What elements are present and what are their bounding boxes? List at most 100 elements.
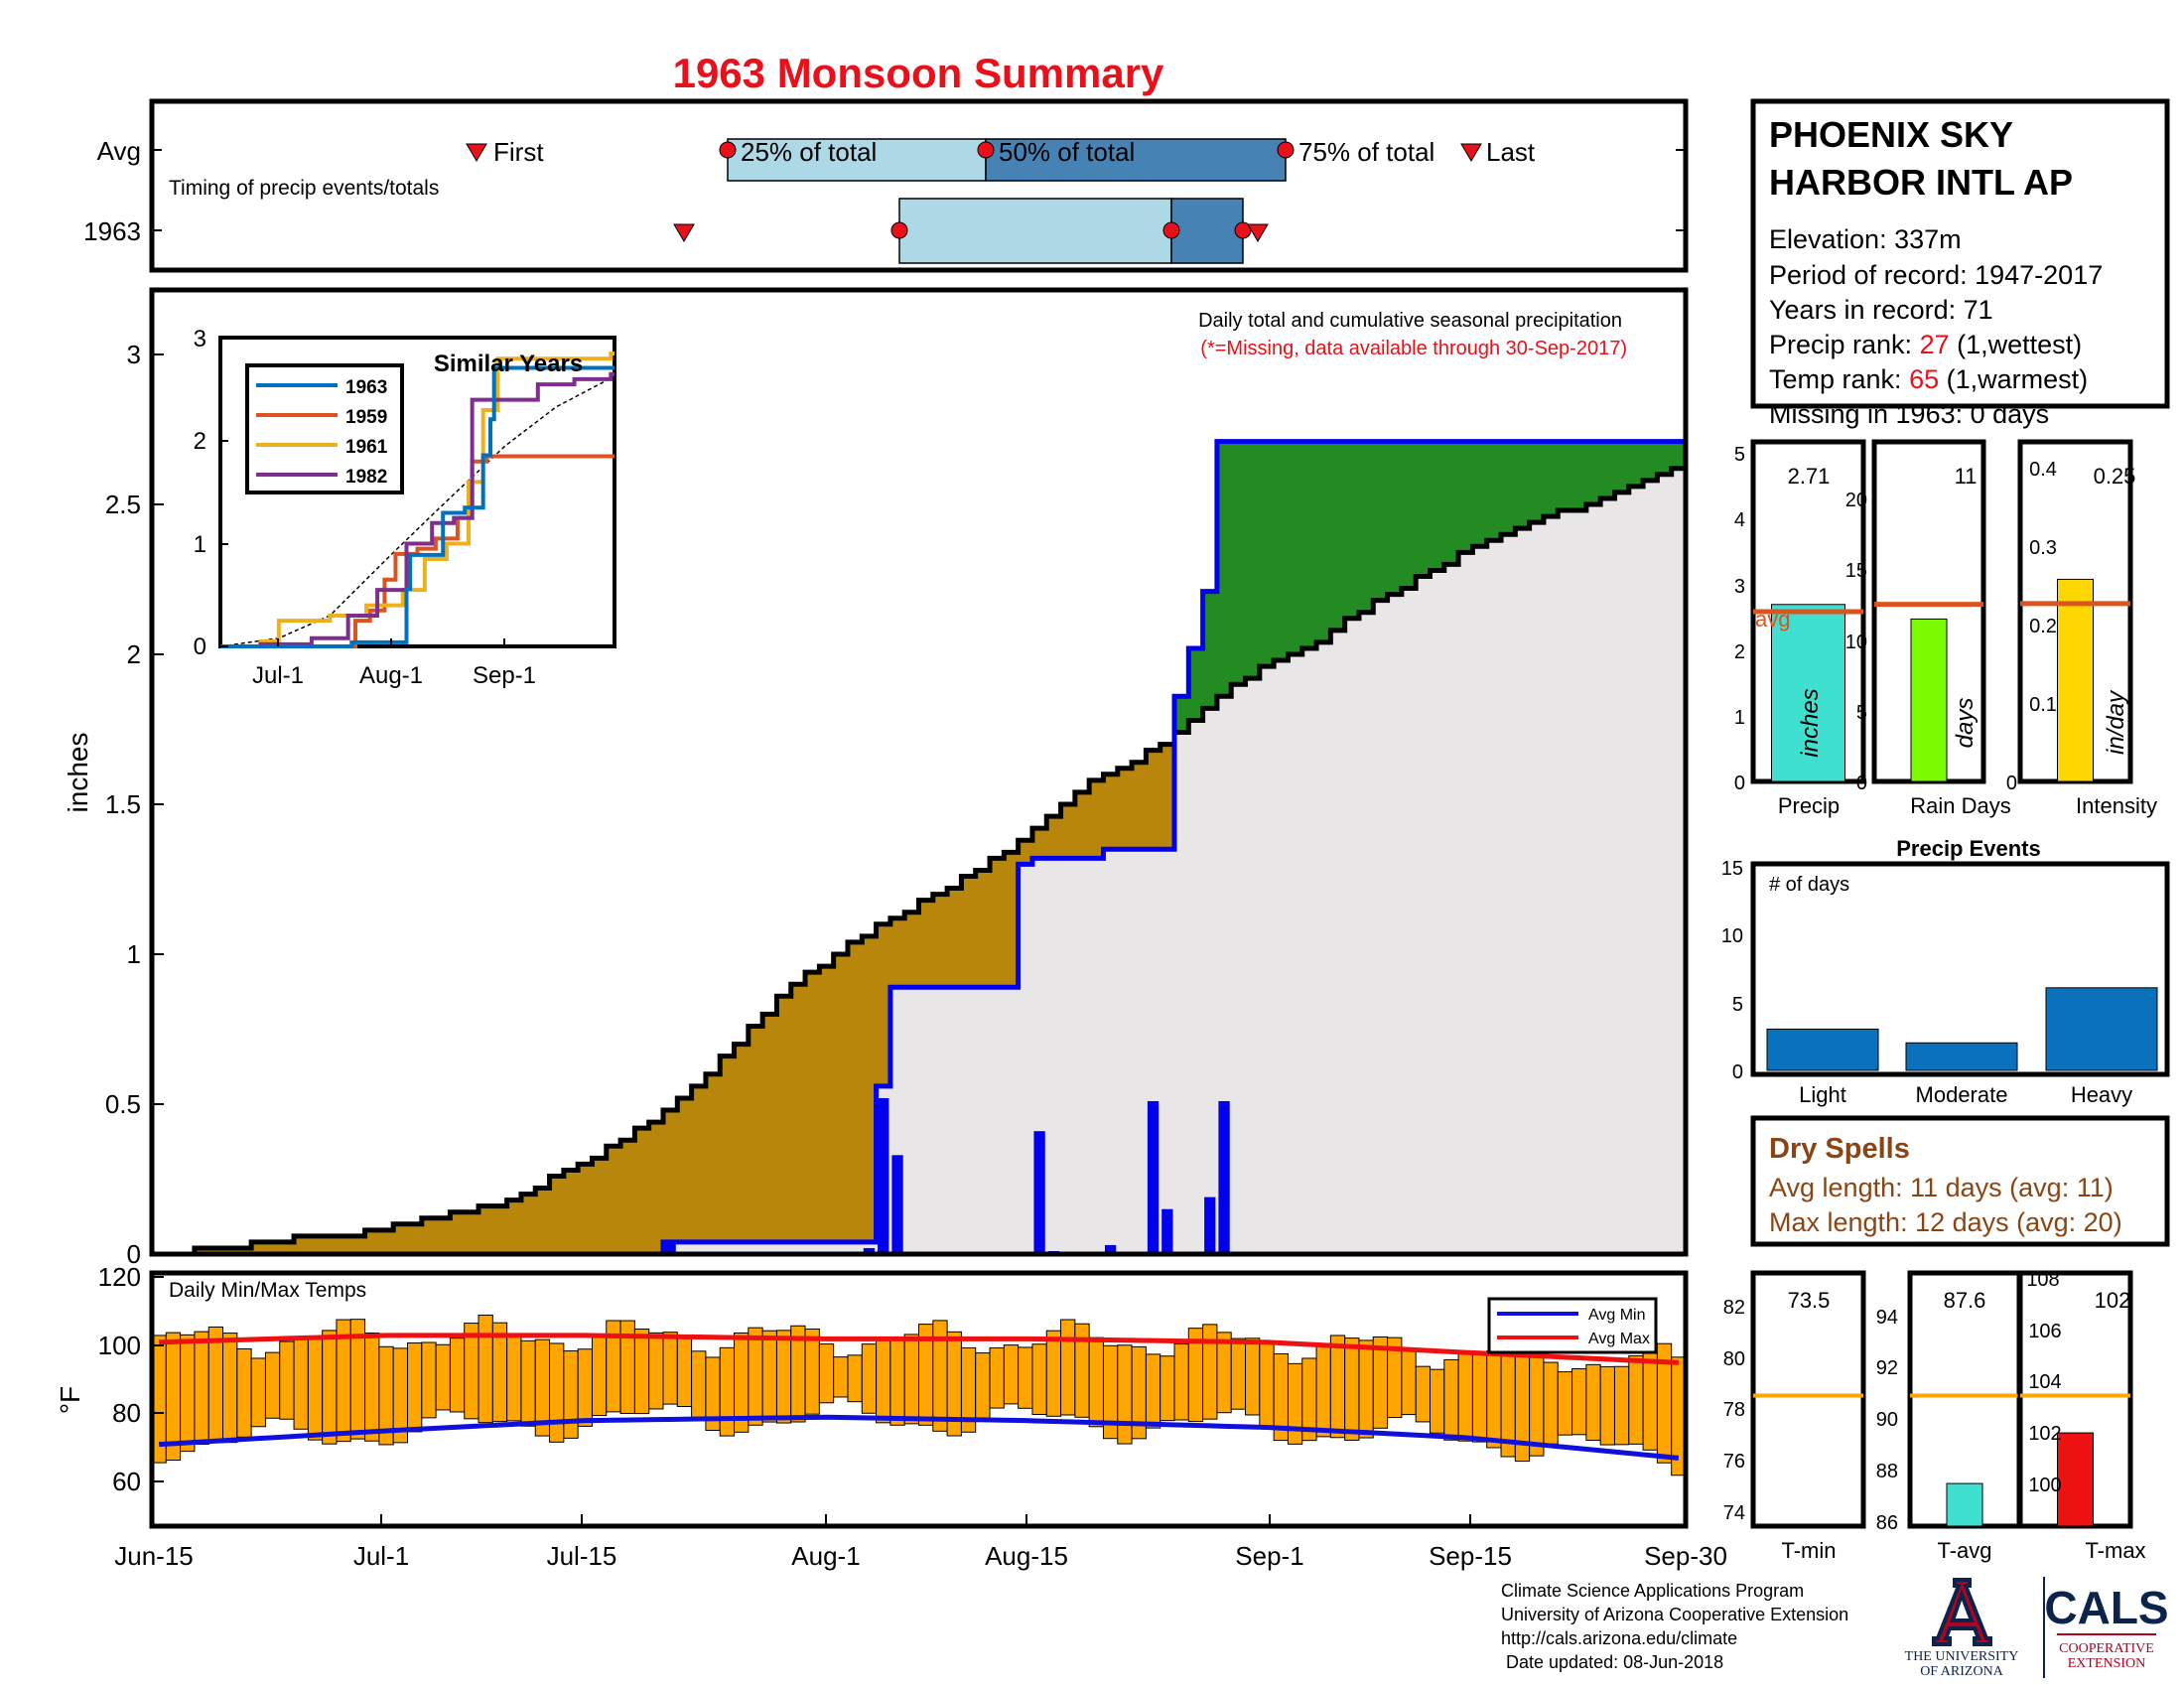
temp-range-bar [506, 1335, 522, 1422]
temp-range-bar [1401, 1349, 1417, 1416]
temp-legend: Avg Min Avg Max [1487, 1297, 1658, 1354]
temp-range-bar [222, 1333, 238, 1444]
inset-y-tick-1: 1 [194, 531, 206, 558]
precip-tick-5: 5 [1734, 444, 1745, 466]
avg-75pct-label: 75% of total [1298, 137, 1434, 167]
intensity-tick-0.3: 0.3 [2029, 537, 2057, 559]
x-tick-jul15: Jul-15 [547, 1541, 617, 1571]
daily-precip-bar [1204, 1196, 1216, 1254]
events-cat-light: Light [1799, 1082, 1846, 1107]
temp-range-bar [250, 1357, 266, 1428]
temp-plot-label: Daily Min/Max Temps [169, 1279, 366, 1302]
footer-line2: University of Arizona Cooperative Extens… [1501, 1605, 1848, 1624]
ua-block-a-icon [1932, 1578, 1992, 1646]
tavg-tick-90: 90 [1876, 1409, 1898, 1431]
tmax-value: 102 [2095, 1288, 2131, 1313]
rain-days-tick-15: 15 [1845, 560, 1867, 582]
station-elevation: Elevation: 337m [1769, 224, 1962, 254]
event-bars [1766, 987, 2158, 1071]
temp-range-bar [1344, 1337, 1360, 1441]
precip-stat-label: Precip [1778, 793, 1840, 818]
avg-last-label: Last [1486, 137, 1536, 167]
tavg-tick-92: 92 [1876, 1357, 1898, 1379]
inset-line-1961 [220, 352, 614, 648]
temp-y-tick-120: 120 [98, 1262, 141, 1292]
daily-precip-bar [891, 1155, 903, 1254]
intensity-unit: in/day [2103, 689, 2129, 755]
y-tick-2: 2 [127, 639, 141, 669]
temp-range-bar [1003, 1344, 1020, 1405]
precip-tick-3: 3 [1734, 576, 1745, 598]
intensity-tick-0.1: 0.1 [2029, 694, 2057, 716]
rain-days-tick-20: 20 [1845, 490, 1867, 511]
inset-x-tick-aug1: Aug-1 [359, 662, 423, 689]
footer-line1: Climate Science Applications Program [1501, 1581, 1804, 1601]
inset-title: Similar Years [434, 351, 583, 377]
cals-sub2: EXTENSION [2068, 1656, 2146, 1671]
inset-legend: 1963 1959 1961 1982 [245, 363, 404, 494]
main-plot-frame [149, 287, 1689, 1257]
temp-range-bar [1457, 1350, 1473, 1442]
temp-range-bar [1145, 1353, 1161, 1429]
year-last-marker [1247, 223, 1269, 242]
temp-range-bar [1173, 1343, 1189, 1421]
precip-stat-panel: avg 2.71 inches Precip 0 1 2 3 4 5 [1734, 439, 1866, 818]
avg-50pct-marker [977, 141, 995, 159]
temp-range-bar [1117, 1344, 1133, 1445]
missing-days: Missing in 1963: 0 days [1769, 399, 2049, 429]
temp-range-bar [989, 1346, 1005, 1409]
precip-tick-2: 2 [1734, 641, 1745, 663]
temp-range-bar [264, 1351, 281, 1419]
legend-1959: 1959 [345, 407, 387, 428]
inset-y-tick-2: 2 [194, 428, 206, 455]
temp-range-bar [1088, 1336, 1104, 1428]
temp-plot-frame [149, 1270, 1689, 1529]
precip-events-panel: Precip Events # of days 0 5 10 15 Light … [1721, 836, 2170, 1107]
temp-range-bar [1060, 1319, 1076, 1416]
temp-range-bar [1216, 1332, 1232, 1414]
temp-rank-value: 65 [1909, 364, 1939, 394]
inset-x-tick-sep1: Sep-1 [473, 662, 536, 689]
timing-avg-row-label: Avg [97, 136, 141, 166]
avg-50pct-label: 50% of total [999, 137, 1135, 167]
x-tick-aug15: Aug-15 [985, 1541, 1068, 1571]
events-tick-10: 10 [1721, 925, 1743, 947]
temp-range-bar [1557, 1371, 1573, 1436]
footer-credits: Climate Science Applications Program Uni… [1501, 1581, 1848, 1672]
avg-cumulative-under-fill [152, 468, 1686, 1254]
temp-range-bar [1529, 1344, 1545, 1457]
temp-range-bar [748, 1327, 763, 1426]
temp-y-tick-100: 100 [98, 1331, 141, 1360]
rain-days-tick-5: 5 [1856, 702, 1867, 724]
legend-1961: 1961 [345, 437, 388, 458]
missing-note: (*=Missing, data available through 30-Se… [1200, 338, 1627, 359]
events-tick-15: 15 [1721, 858, 1743, 880]
x-tick-jun15: Jun-15 [114, 1541, 194, 1571]
tmin-tick-76: 76 [1723, 1451, 1745, 1473]
events-title: Precip Events [1896, 836, 2041, 861]
tavg-tick-94: 94 [1876, 1307, 1898, 1329]
legend-1982: 1982 [345, 467, 387, 488]
tavg-value: 87.6 [1944, 1288, 1986, 1313]
timing-panel: Avg 1963 Timing of precip events/totals … [83, 98, 1689, 273]
tmax-tick-100: 100 [2028, 1475, 2061, 1496]
temp-y-tick-60: 60 [112, 1467, 141, 1496]
y-tick-3: 3 [127, 340, 141, 369]
temp-range-bar [691, 1350, 707, 1419]
inset-x-tick-jul1: Jul-1 [252, 662, 304, 689]
avg-first-label: First [493, 137, 544, 167]
inset-y-tick-3: 3 [194, 326, 206, 352]
temp-range-bar [1443, 1358, 1459, 1441]
temp-range-bar [364, 1333, 380, 1442]
dry-spells-box: Dry Spells Avg length: 11 days (avg: 11)… [1750, 1115, 2170, 1247]
temp-range-bar [1230, 1337, 1247, 1410]
inset-line-1963 [220, 365, 614, 648]
daily-precip-bar [1147, 1100, 1160, 1254]
x-tick-sep15: Sep-15 [1429, 1541, 1512, 1571]
y-tick-0: 0 [127, 1239, 141, 1269]
year-above-avg-fill [152, 441, 1686, 1255]
temp-range-bar [861, 1343, 878, 1414]
temp-range-bar [847, 1354, 863, 1403]
intensity-stat-label: Intensity [2076, 793, 2157, 818]
temp-range-bar [903, 1334, 920, 1425]
